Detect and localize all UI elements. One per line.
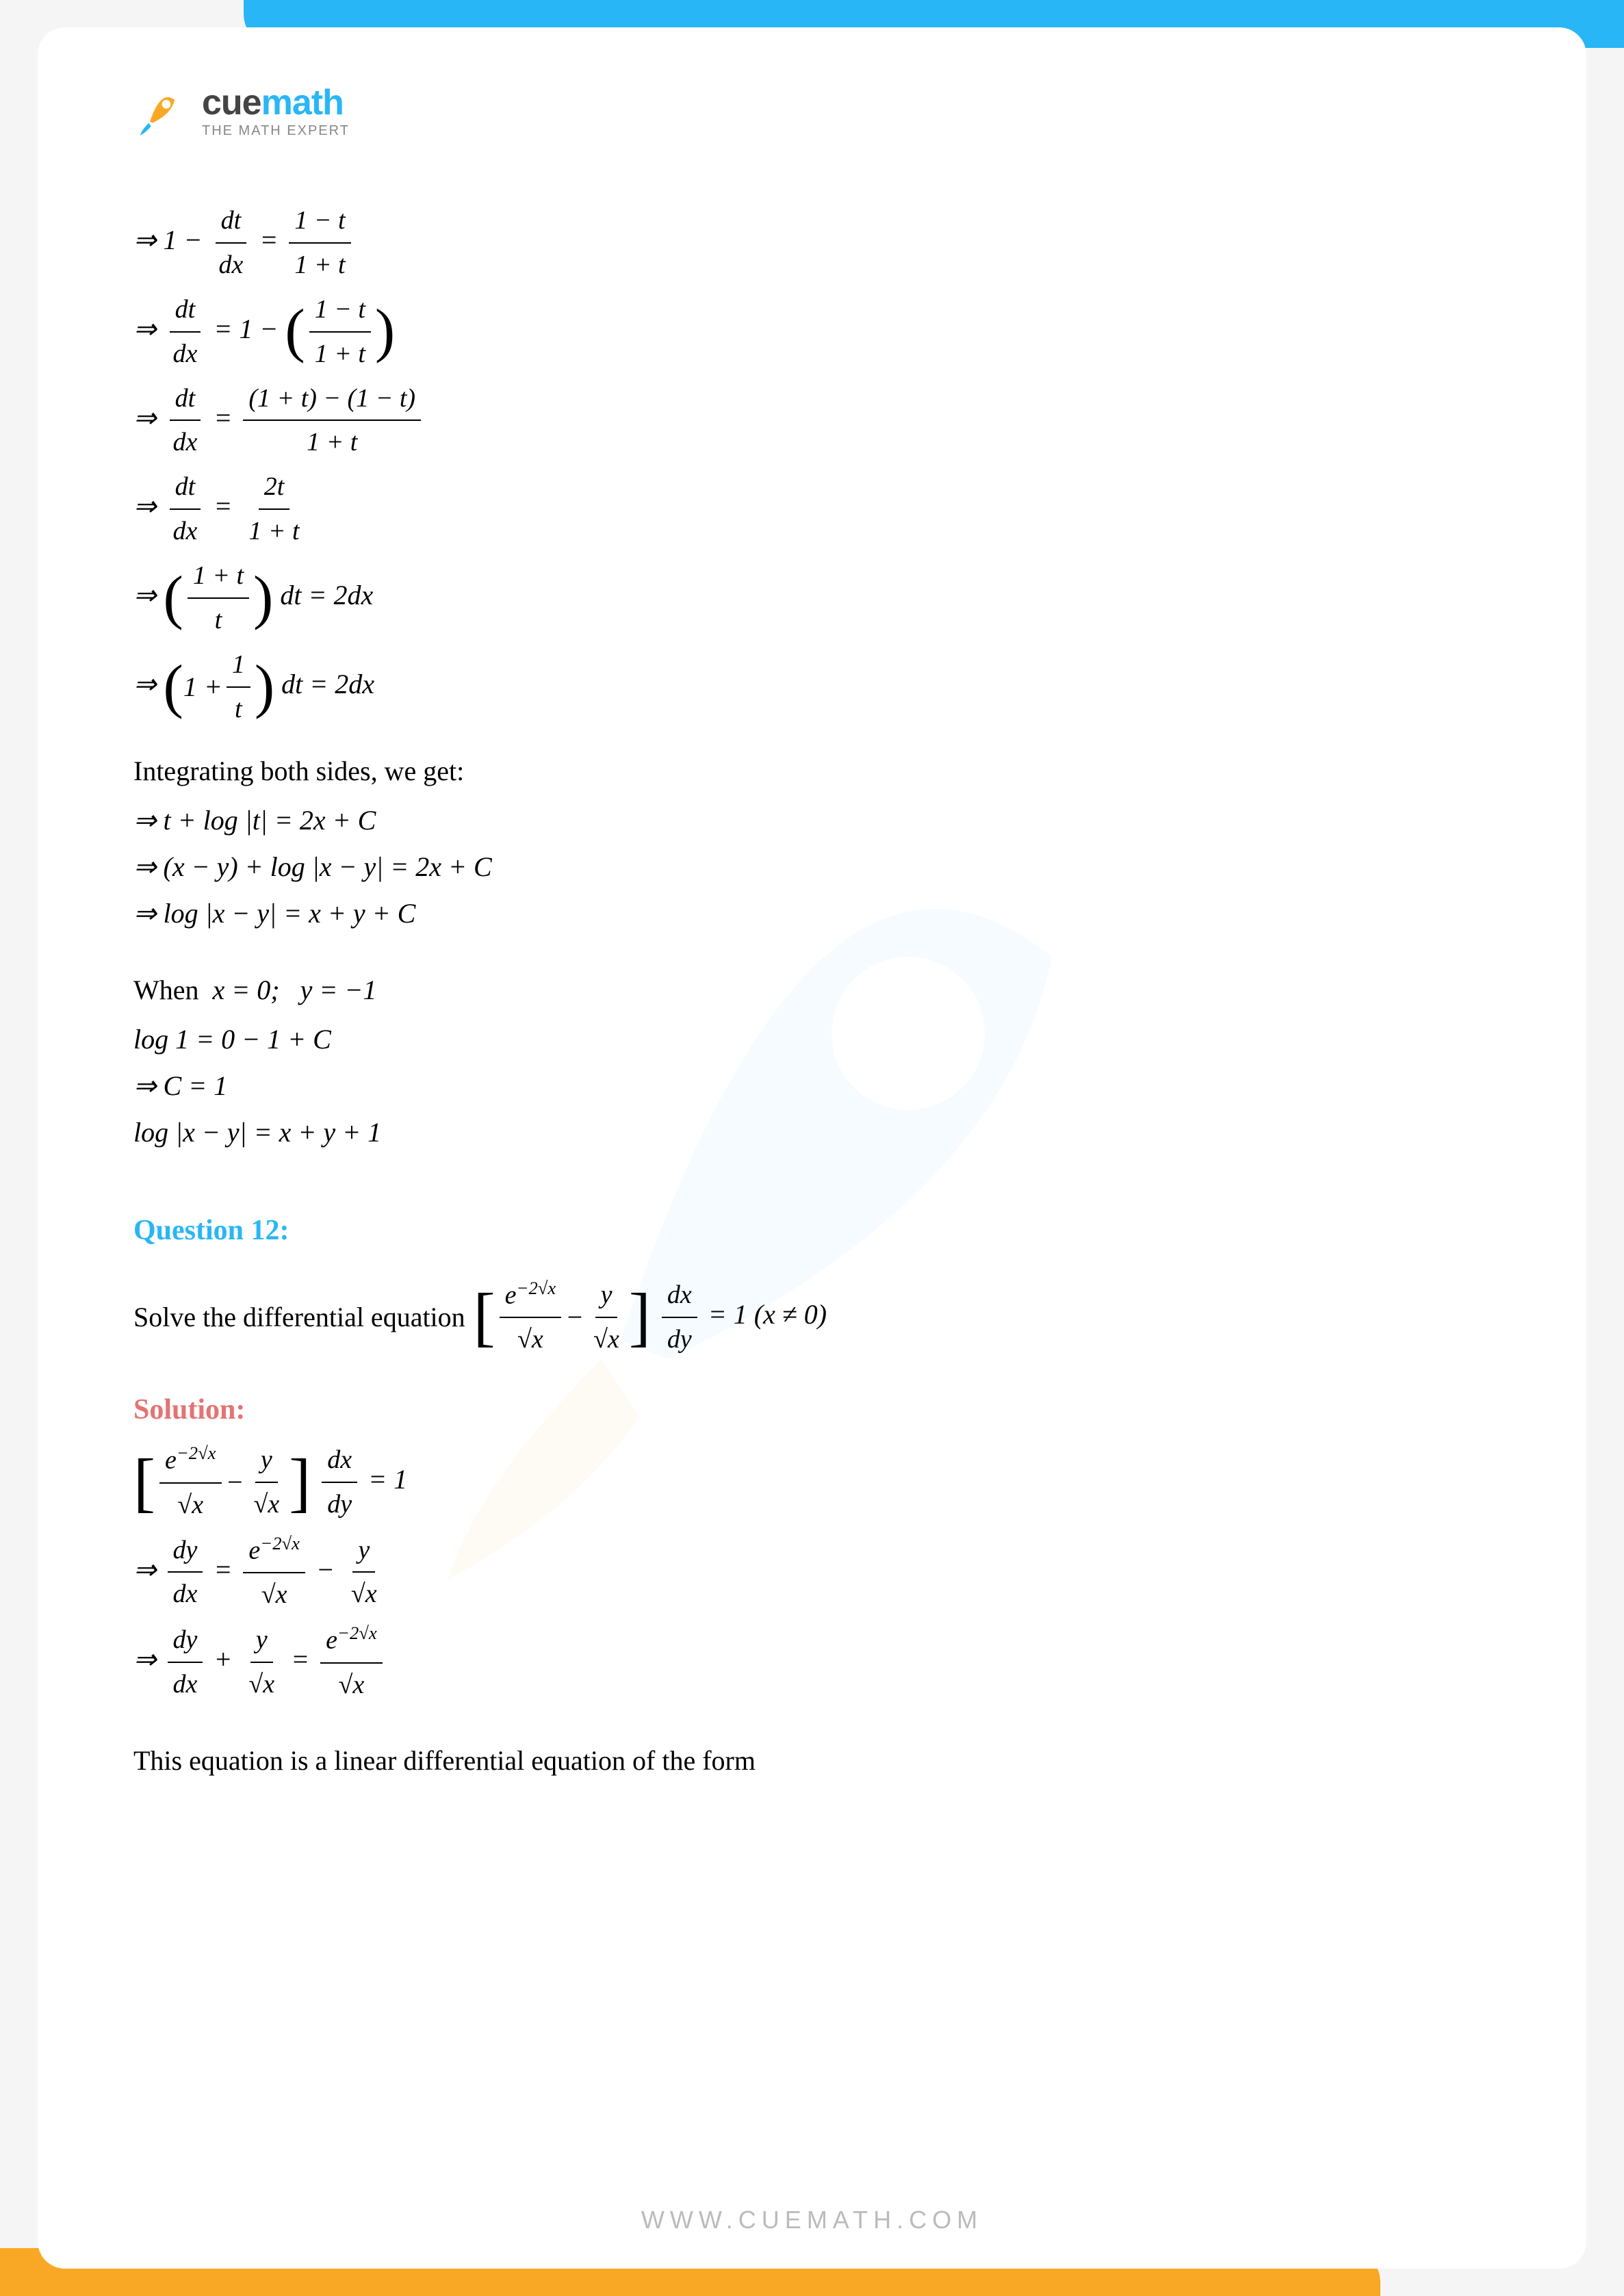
equation-line-6: ⇒ 1 + 1t dt = 2dx <box>133 645 1491 730</box>
solution-line-1: e−2√x √x − y√x dxdy = 1 <box>133 1439 1491 1525</box>
integration-result-3: ⇒ log |x − y| = x + y + C <box>133 892 1491 935</box>
eq-text: − <box>316 1554 335 1585</box>
fraction: dtdx <box>168 289 203 374</box>
eq-text: − <box>565 1296 584 1339</box>
fraction: e−2√x √x <box>500 1274 562 1360</box>
eq-text: 1 + <box>183 666 222 708</box>
paren-group: 1 − t1 + t <box>285 289 395 374</box>
fraction: dxdy <box>322 1440 357 1525</box>
integrating-text: Integrating both sides, we get: <box>133 750 1491 792</box>
eq-text: = <box>214 491 232 521</box>
equation-line-5: ⇒ 1 + tt dt = 2dx <box>133 556 1491 641</box>
fraction: 1 + tt <box>188 556 249 641</box>
eq-text: = <box>214 1554 232 1585</box>
brand-name-part1: cue <box>202 83 261 122</box>
eq-text: dt = 2dx <box>281 669 374 699</box>
bracket-group: e−2√x √x − y√x <box>133 1439 311 1525</box>
fraction: y√x <box>346 1530 383 1615</box>
eq-text: = 1 <box>368 1464 407 1495</box>
question-statement: Solve the differential equation e−2√x √x… <box>133 1270 1491 1364</box>
equation-line-2: ⇒ dtdx = 1 − 1 − t1 + t <box>133 289 1491 374</box>
fraction: dtdx <box>168 378 203 463</box>
eq-text: ⇒ <box>133 313 157 344</box>
when-step-1: log 1 = 0 − 1 + C <box>133 1018 1491 1061</box>
paren-group: 1 + 1t <box>164 645 275 730</box>
fraction: e−2√x √x <box>159 1439 222 1525</box>
fraction: dxdy <box>662 1275 697 1360</box>
fraction: dydx <box>168 1530 203 1615</box>
when-step-3: log |x − y| = x + y + 1 <box>133 1111 1491 1154</box>
brand-name: cuemath <box>202 82 350 123</box>
integration-result-1: ⇒ t + log |t| = 2x + C <box>133 799 1491 842</box>
eq-text: = <box>214 402 232 433</box>
question-heading: Question 12: <box>133 1209 1491 1253</box>
rocket-icon <box>133 83 188 138</box>
eq-text: − <box>226 1461 244 1504</box>
bracket-group: e−2√x √x − y√x <box>474 1274 651 1360</box>
brand-name-part2: math <box>261 83 344 122</box>
eq-text: dt = 2dx <box>280 580 373 610</box>
fraction: e−2√x √x <box>243 1530 305 1615</box>
solution-heading: Solution: <box>133 1388 1491 1432</box>
when-condition: x = 0; y = −1 <box>213 975 377 1005</box>
footer-url: WWW.CUEMATH.COM <box>38 2206 1586 2234</box>
equation-line-1: ⇒ 1 − dtdx = 1 − t1 + t <box>133 201 1491 285</box>
fraction: y√x <box>248 1440 285 1525</box>
eq-text: = <box>291 1644 309 1675</box>
when-text: When <box>133 975 213 1005</box>
eq-text: = 1 (x ≠ 0) <box>708 1299 827 1330</box>
page-container: cuemath THE MATH EXPERT ⇒ 1 − dtdx = 1 −… <box>38 27 1586 2269</box>
eq-text: ⇒ <box>133 491 157 521</box>
brand-header: cuemath THE MATH EXPERT <box>133 82 1491 139</box>
eq-text: ⇒ <box>133 1554 157 1585</box>
eq-text: ⇒ <box>133 580 157 610</box>
eq-text: = 1 − <box>214 313 278 344</box>
fraction: y√x <box>588 1275 625 1360</box>
equation-line-3: ⇒ dtdx = (1 + t) − (1 − t)1 + t <box>133 378 1491 463</box>
eq-text: ⇒ <box>133 1644 157 1675</box>
content-body: ⇒ 1 − dtdx = 1 − t1 + t ⇒ dtdx = 1 − 1 −… <box>133 201 1491 1782</box>
solution-line-2: ⇒ dydx = e−2√x √x − y√x <box>133 1530 1491 1615</box>
fraction: dydx <box>168 1620 203 1705</box>
fraction: 1 − t1 + t <box>309 289 371 374</box>
fraction: y√x <box>243 1620 280 1705</box>
eq-text: + <box>214 1644 232 1675</box>
solution-line-3: ⇒ dydx + y√x = e−2√x √x <box>133 1619 1491 1705</box>
fraction: dtdx <box>168 467 203 552</box>
integration-result-2: ⇒ (x − y) + log |x − y| = 2x + C <box>133 846 1491 888</box>
eq-text: = <box>259 224 278 255</box>
question-equation: e−2√x √x − y√x dxdy = 1 (x ≠ 0) <box>474 1274 827 1360</box>
eq-text: ⇒ 1 − <box>133 224 203 255</box>
eq-text: ⇒ <box>133 402 157 433</box>
question-text: Solve the differential equation <box>133 1296 465 1339</box>
when-step-2: ⇒ C = 1 <box>133 1065 1491 1107</box>
final-text: This equation is a linear differential e… <box>133 1740 1491 1782</box>
brand-tagline: THE MATH EXPERT <box>202 123 350 139</box>
fraction: dtdx <box>214 201 249 285</box>
brand-text: cuemath THE MATH EXPERT <box>202 82 350 139</box>
fraction: e−2√x √x <box>320 1619 383 1705</box>
fraction: 1t <box>227 645 250 730</box>
fraction: (1 + t) − (1 − t)1 + t <box>243 378 421 463</box>
equation-line-4: ⇒ dtdx = 2t1 + t <box>133 467 1491 552</box>
fraction: 2t1 + t <box>243 467 305 552</box>
eq-text: ⇒ <box>133 669 157 699</box>
fraction: 1 − t1 + t <box>289 201 350 285</box>
paren-group: 1 + tt <box>164 556 274 641</box>
